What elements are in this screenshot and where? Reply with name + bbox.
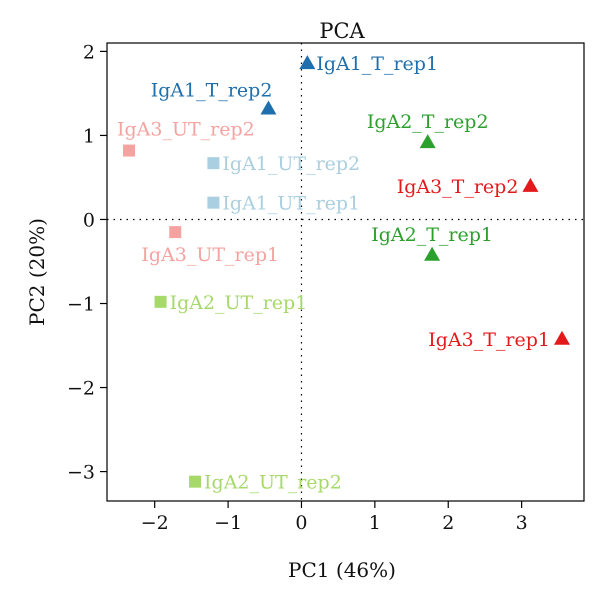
y-tick-label: −1	[67, 294, 95, 316]
point-label: IgA3_UT_rep1	[141, 244, 279, 266]
point-label: IgA1_UT_rep2	[222, 153, 360, 175]
y-tick-label: 1	[83, 125, 95, 147]
x-tick-label: 0	[295, 512, 307, 534]
point-label: IgA2_UT_rep1	[170, 292, 308, 314]
square-marker	[154, 295, 167, 308]
y-axis-title: PC2 (20%)	[25, 218, 49, 326]
x-tick-label: −2	[141, 512, 169, 534]
point-labels: IgA1_T_rep1 IgA1_T_rep2 IgA1_UT_rep2 IgA1_U…	[117, 53, 550, 494]
point-label: IgA1_UT_rep1	[222, 193, 360, 215]
point-label: IgA1_T_rep2	[151, 80, 273, 102]
triangle-marker	[260, 100, 277, 115]
square-marker	[123, 144, 136, 157]
square-marker	[207, 157, 220, 170]
square-marker	[189, 475, 202, 488]
triangle-marker	[419, 134, 436, 149]
point-label: IgA2_T_rep2	[367, 111, 489, 133]
y-tick-label: −3	[67, 462, 95, 484]
y-tick-label: 2	[83, 41, 95, 63]
plot-area-frame	[106, 42, 585, 502]
triangle-marker	[522, 177, 539, 192]
point-label: IgA2_UT_rep2	[204, 472, 342, 494]
x-tick-label: 2	[442, 512, 454, 534]
point-label: IgA1_T_rep1	[316, 53, 438, 75]
point-label: IgA3_UT_rep2	[117, 119, 255, 141]
x-axis-title: PC1 (46%)	[288, 558, 396, 582]
y-tick-label: −2	[67, 378, 95, 400]
point-label: IgA3_T_rep2	[397, 176, 519, 198]
y-tick-label: 0	[83, 209, 95, 231]
y-axis-ticks: −3 −2 −1 0 1 2	[67, 41, 107, 484]
x-tick-label: −1	[214, 512, 242, 534]
triangle-marker	[299, 55, 316, 70]
triangle-marker	[424, 246, 441, 261]
square-marker	[169, 226, 182, 239]
point-label: IgA2_T_rep1	[371, 224, 493, 246]
point-label: IgA3_T_rep1	[428, 329, 550, 351]
x-axis-ticks: −2 −1 0 1 2 3	[141, 501, 528, 534]
x-tick-label: 3	[516, 512, 528, 534]
reference-lines	[107, 43, 584, 501]
triangle-marker	[553, 330, 570, 345]
square-marker	[207, 196, 220, 209]
chart-title: PCA	[319, 19, 365, 43]
data-points	[123, 55, 570, 488]
x-tick-label: 1	[369, 512, 381, 534]
